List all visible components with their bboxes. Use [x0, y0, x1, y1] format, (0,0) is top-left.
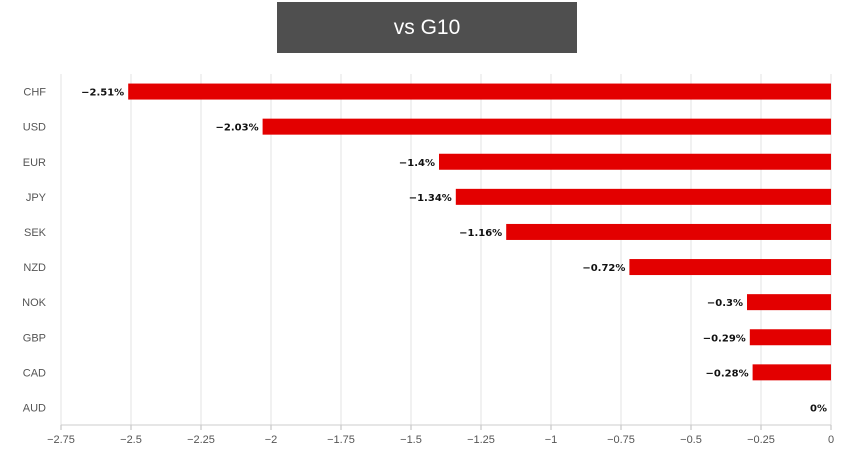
data-label-jpy: −1.34%	[409, 193, 452, 204]
bar-jpy[interactable]	[455, 188, 831, 205]
x-tick-label: −1.5	[400, 434, 422, 446]
x-tick-label: −1	[545, 434, 558, 446]
category-label-gbp: GBP	[23, 332, 46, 344]
x-tick-label: −1.75	[327, 434, 355, 446]
bar-usd[interactable]	[262, 118, 832, 135]
bar-eur[interactable]	[439, 153, 831, 170]
bar-nok[interactable]	[747, 294, 831, 311]
x-tick-label: −0.25	[747, 434, 775, 446]
bars	[128, 83, 832, 381]
data-label-gbp: −0.29%	[703, 333, 746, 344]
data-label-usd: −2.03%	[216, 123, 259, 134]
data-label-nzd: −0.72%	[582, 263, 625, 274]
x-tick-label: −2.75	[47, 434, 75, 446]
x-axis: −2.75 −2.5 −2.25 −2 −1.75 −1.5 −1.25 −1 −0.75 −0.…	[47, 424, 834, 446]
category-label-eur: EUR	[23, 157, 46, 169]
bar-gbp[interactable]	[749, 329, 831, 346]
x-tick-label: 0	[828, 434, 834, 446]
category-label-chf: CHF	[23, 87, 46, 99]
data-label-sek: −1.16%	[459, 228, 502, 239]
bar-chf[interactable]	[128, 83, 831, 100]
bar-cad[interactable]	[752, 364, 831, 381]
x-tick-label: −2.25	[187, 434, 215, 446]
chart-title: vs G10	[277, 2, 577, 53]
data-label-eur: −1.4%	[399, 158, 435, 169]
category-label-usd: USD	[23, 122, 46, 134]
category-label-nzd: NZD	[23, 262, 46, 274]
category-label-aud: AUD	[23, 402, 46, 414]
x-tick-label: −0.75	[607, 434, 635, 446]
bar-sek[interactable]	[506, 223, 831, 240]
category-labels: CHF USD EUR JPY SEK NZD NOK GBP CAD AUD	[22, 87, 47, 415]
x-tick-label: −2	[265, 434, 278, 446]
x-tick-label: −2.5	[120, 434, 142, 446]
category-label-nok: NOK	[22, 297, 47, 309]
data-label-nok: −0.3%	[707, 298, 743, 309]
x-tick-label: −1.25	[467, 434, 495, 446]
data-label-aud: 0%	[810, 403, 827, 414]
category-label-cad: CAD	[23, 367, 46, 379]
category-label-sek: SEK	[24, 227, 47, 239]
category-label-jpy: JPY	[26, 192, 47, 204]
data-label-cad: −0.28%	[706, 368, 749, 379]
bar-nzd[interactable]	[629, 259, 831, 276]
data-labels: −2.51% −2.03% −1.4% −1.34% −1.16% −0.72% −0.3%…	[81, 88, 827, 415]
x-tick-label: −0.5	[680, 434, 702, 446]
data-label-chf: −2.51%	[81, 88, 124, 99]
